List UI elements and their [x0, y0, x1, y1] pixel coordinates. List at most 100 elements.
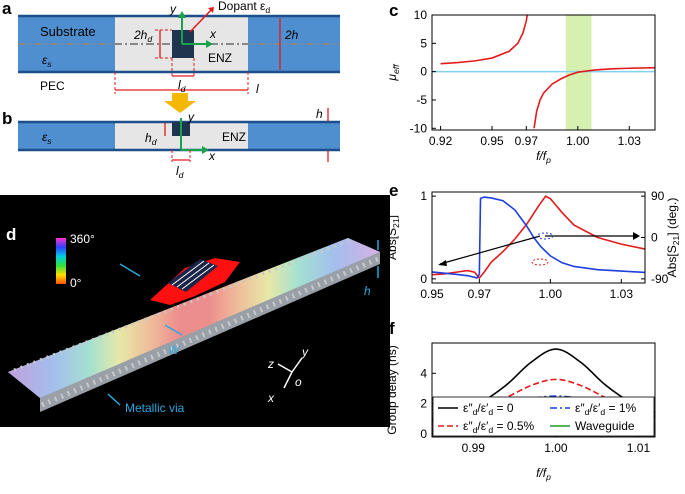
y-axis-label: Abs[S21]: [385, 215, 401, 260]
panel-label: c: [389, 1, 398, 20]
colorbar-label: 360°: [70, 232, 95, 246]
series-line: [432, 196, 645, 279]
text-part: l: [176, 164, 179, 178]
y-tick-label: -10: [410, 121, 428, 135]
text-part: d: [585, 407, 590, 417]
label: x: [267, 391, 275, 405]
text-part: d: [473, 407, 478, 417]
y-tick-label: 4: [420, 366, 427, 380]
charts: 0.92 0.95 0.97 1.00 1.03-10-50510f/fpμeff0.9…: [385, 8, 681, 482]
label: x: [208, 149, 216, 163]
dopant-pointer: [189, 8, 213, 33]
text-part: ε″: [463, 401, 473, 415]
text-part: 21: [671, 236, 681, 246]
arrow-head: [438, 260, 447, 266]
text-part: f/f: [536, 149, 548, 163]
y-tick-label: 2: [420, 397, 427, 411]
y-axis-label: μeff: [385, 63, 401, 82]
label: y: [169, 2, 177, 16]
label: εs: [42, 130, 52, 146]
text-part: ] (deg.): [665, 198, 679, 236]
x-axis-label: f/fp: [536, 149, 551, 165]
arrow-head: [178, 11, 186, 18]
panel-label: a: [2, 0, 12, 18]
label: x: [209, 27, 217, 41]
text-part: d: [488, 407, 493, 417]
label: h: [316, 107, 323, 121]
text-part: p: [545, 155, 551, 165]
grating-lines: [171, 260, 215, 290]
label: y: [301, 345, 309, 359]
annotation-arrows: [438, 232, 640, 266]
x-tick-label: 1.03: [618, 134, 642, 148]
x-tick-label: 1.03: [610, 287, 634, 301]
label: Dopant εd: [218, 0, 270, 15]
axes-glyph: [277, 357, 303, 389]
colorbar: [56, 238, 66, 284]
label: hd: [145, 131, 158, 147]
colorbar-label: 0°: [70, 276, 82, 290]
panel-label: e: [389, 181, 398, 200]
panel-label: b: [2, 109, 12, 128]
label: ld: [178, 78, 187, 94]
y-tick-label: 0: [420, 272, 427, 286]
text-part: ε″: [575, 401, 585, 415]
label: h: [364, 284, 371, 298]
text-part: d: [147, 34, 153, 44]
label: PEC: [40, 79, 65, 93]
x-tick-label: 0.99: [462, 441, 486, 455]
legend-label: Waveguide: [575, 419, 635, 433]
text-part: eff: [391, 63, 401, 74]
pointer: [119, 263, 141, 277]
label: ENZ: [222, 130, 246, 144]
series-line: [432, 195, 645, 280]
y2-tick-label: -90: [651, 272, 669, 286]
arrow: [439, 235, 541, 265]
y-tick-label: 1: [420, 189, 427, 203]
pointer: [164, 324, 183, 336]
label: y: [187, 110, 195, 124]
arrow-head: [206, 40, 213, 48]
label: o: [295, 375, 302, 389]
series-line: [440, 15, 655, 129]
text-part: ε: [42, 130, 48, 144]
text-part: μ: [385, 74, 399, 82]
marker: [536, 232, 554, 240]
arrow-head: [202, 146, 209, 154]
x-tick-label: 0.95: [480, 134, 504, 148]
label: z: [267, 357, 274, 371]
text-part: /ε′: [477, 419, 489, 433]
y-tick-label: 10: [414, 8, 428, 22]
x-axis-label: f/fp: [536, 466, 551, 482]
x-tick-label: 0.92: [429, 134, 453, 148]
y2-axis-label: Abs[S21] (deg.): [665, 198, 681, 278]
legend-label: ε″d/ε′d = 0: [463, 401, 514, 417]
panel-label: d: [6, 225, 16, 244]
text-part: d: [600, 407, 605, 417]
pointer: [107, 393, 121, 406]
label: W: [168, 343, 181, 357]
label: 2h: [284, 28, 299, 42]
y-axis-label: Group delay (ns): [385, 345, 399, 434]
legend-label: ε″d/ε′d = 1%: [575, 401, 636, 417]
x-tick-label: 1.00: [544, 441, 568, 455]
text-part: = 0: [493, 401, 514, 415]
panel-label: f: [389, 319, 395, 338]
label: Substrate: [40, 24, 96, 39]
chart: 0.95 0.97 1.00 1.0301-90090Abs[S21]Abs[S21]…: [385, 189, 681, 301]
y-tick-label: 5: [420, 36, 427, 50]
schematic-b: b εs hd y x ENZ h ld: [2, 107, 340, 180]
plot-frame: [431, 14, 656, 131]
text-part: ]: [385, 215, 399, 218]
text-part: s: [47, 136, 52, 146]
text-part: Abs[S: [385, 228, 399, 260]
legend: ε″d/ε′d = 0ε″d/ε′d = 0.5%ε″d/ε′d = 1%Wav…: [432, 396, 655, 437]
text-part: /ε′: [477, 401, 489, 415]
text-part: Abs[S: [665, 245, 679, 277]
legend-box: [432, 396, 655, 437]
label: εs: [42, 53, 52, 69]
via-row: [41, 256, 379, 408]
y2-tick-label: 0: [651, 231, 658, 245]
